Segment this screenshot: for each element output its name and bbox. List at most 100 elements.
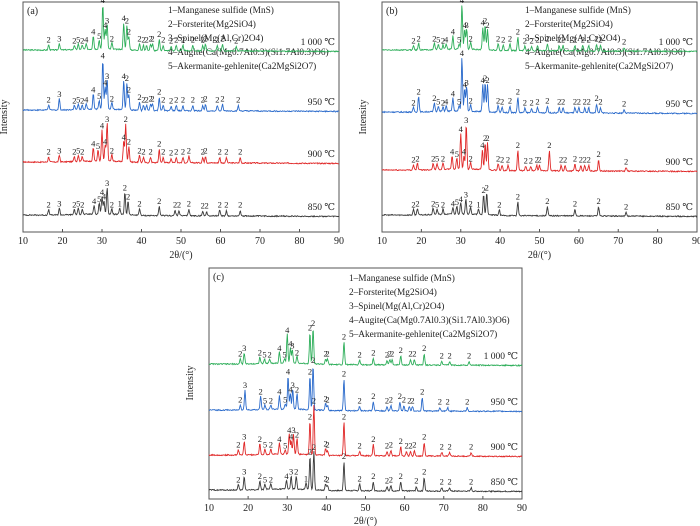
peak-label: 3 [105,114,109,124]
peak-label: 4 [481,18,486,28]
peak-label: 2 [157,196,161,206]
peak-label: 2 [468,198,472,208]
peak-label: 3 [465,77,469,87]
peak-label: 2 [191,35,195,45]
peak-label: 3 [290,341,294,351]
peak-label: 2 [535,155,539,165]
peak-label: 2 [411,155,415,165]
legend-entry: 4–Augite(Ca(Mg0.7Al0.3)(Si1.7Al0.3)O6) [168,47,329,58]
peak-label: 2 [259,387,263,397]
peak-label: 3 [105,178,109,188]
peak-label: 2 [465,396,469,406]
peak-label: 2 [573,198,577,208]
temperature-label: 950 ℃ [666,100,694,110]
peak-label: 2 [161,147,165,157]
peak-label: 2 [432,33,436,43]
peak-label: 4 [103,20,108,30]
peak-label: 2 [399,471,403,481]
peak-label: 3 [289,467,293,477]
temperature-label: 950 ℃ [491,398,519,408]
legend-entry: 5–Akermanite-gehlenite(Ca2MgSi2O7) [349,329,497,340]
peak-label: 2 [295,347,299,357]
peak-label: 2 [201,35,205,45]
peak-label: 5 [263,396,267,406]
peak-label: 2 [530,36,534,46]
legend-entry: 2–Forsterite(Mg2SiO4) [168,19,256,30]
peak-label: 2 [545,33,549,43]
peak-label: 2 [72,200,76,210]
legend-entry: 5–Akermanite-gehlenite(Ca2MgSi2O7) [525,61,673,72]
x-tick-label: 20 [416,236,426,247]
peak-label: 2 [516,27,520,37]
peak-label: 2 [390,349,394,359]
peak-label: 2 [447,350,451,360]
peak-label: 2 [411,36,415,46]
peak-label: 4 [100,121,105,131]
y-axis-title: Intensity [358,100,369,135]
peak-label: 2 [258,434,262,444]
temperature-label: 850 ℃ [308,203,336,213]
peak-label: 2 [416,33,420,43]
peak-label: 4 [91,139,96,149]
x-tick-label: 20 [243,503,253,514]
peak-label: 2 [325,349,329,359]
peak-label: 4 [122,71,127,81]
x-tick-label: 30 [282,503,292,514]
peak-label: 2 [148,33,152,43]
peak-label: 2 [385,396,389,406]
peak-label: 2 [440,441,444,451]
peak-label: 2 [342,332,346,342]
peak-label: 4 [287,425,292,435]
peak-label: 2 [594,93,598,103]
peak-label: 5 [436,97,440,107]
peak-label: 2 [137,33,141,43]
series-line [381,58,698,115]
peak-label: 2 [411,200,415,210]
peak-label: 2 [220,93,224,103]
x-tick-label: 60 [400,503,410,514]
peak-label: 2 [529,156,533,166]
legend-entry: 5–Akermanite-gehlenite(Ca2MgSi2O7) [168,61,316,72]
peak-label: 2 [440,350,444,360]
peak-label: 2 [236,475,240,485]
temperature-label: 850 ℃ [491,478,519,488]
peak-label: 3 [243,380,247,390]
peak-label: 2 [187,198,191,208]
peak-label: 3 [105,71,109,81]
x-tick-label: 60 [574,236,584,247]
peak-label: 2 [258,471,262,481]
peak-label: 2 [72,147,76,157]
peak-label: 2 [174,147,178,157]
peak-label: 2 [579,155,583,165]
peak-label: 2 [181,147,185,157]
peak-label: 2 [80,200,84,210]
legend: 1–Manganese sulfide (MnS) 2–Forsterite(Mg… [525,5,686,72]
peak-label: 2 [308,446,312,456]
peak-label: 4 [91,27,96,37]
peak-label: 2 [47,35,51,45]
peak-label: 2 [485,133,489,143]
peak-label: 2 [557,97,561,107]
peak-label: 2 [481,185,485,195]
temperature-label: 1 000 ℃ [484,352,519,362]
peak-label: 2 [371,347,375,357]
peak-label: 2 [342,411,346,421]
peak-label: 2 [530,98,534,108]
peak-label: 4 [460,48,465,58]
x-tick-label: 90 [334,236,344,247]
peak-label: 2 [126,192,130,202]
peak-label: 2 [410,396,414,406]
series-line [381,5,698,53]
temperature-label: 950 ℃ [308,98,336,108]
peak-label: 5 [76,95,80,105]
legend-entry: 3–Spinel(Mg(Al,Cr)2O4) [349,301,444,312]
peak-label: 2 [220,33,224,43]
peak-label: 2 [238,200,242,210]
peak-label: 2 [573,97,577,107]
peak-label: 2 [469,476,473,486]
peak-label: 2 [446,396,450,406]
